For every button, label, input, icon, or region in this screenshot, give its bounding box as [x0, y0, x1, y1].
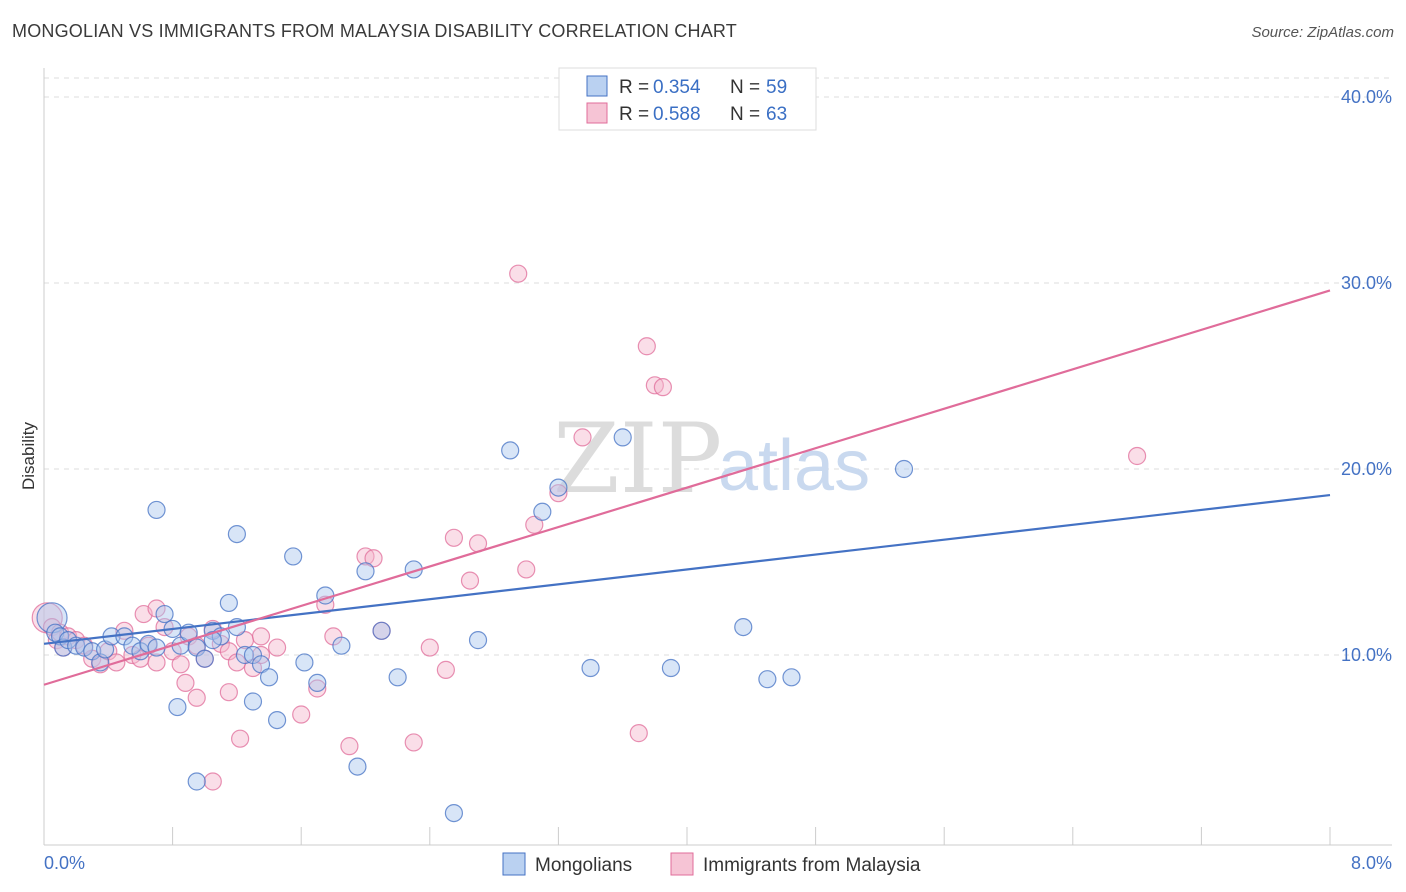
data-point: [1127, 446, 1147, 466]
data-point: [364, 549, 383, 568]
data-point: [661, 658, 681, 678]
data-point: [267, 638, 287, 657]
data-point: [782, 668, 801, 687]
y-tick-label: 40.0%: [1341, 87, 1392, 107]
y-tick-labels: 10.0% 20.0% 30.0% 40.0%: [1341, 87, 1392, 665]
data-point: [637, 337, 656, 356]
data-point: [243, 692, 263, 711]
data-point: [292, 705, 311, 724]
points-immigrants-from-malaysia: [31, 264, 1147, 791]
legend-r-label-2: R =: [619, 104, 649, 125]
bottom-legend-label-mongolians: Mongolians: [535, 855, 632, 876]
data-point: [267, 710, 287, 730]
data-point: [187, 688, 206, 707]
data-point: [533, 502, 552, 521]
data-point: [203, 772, 222, 791]
data-point: [613, 428, 632, 447]
data-point: [231, 729, 250, 748]
chart-title: MONGOLIAN VS IMMIGRANTS FROM MALAYSIA DI…: [12, 21, 737, 41]
data-point: [259, 668, 279, 687]
x-tick-labels: 0.0% 8.0%: [44, 853, 1392, 873]
legend-n-label-2: N =: [730, 104, 760, 125]
watermark: ZIP atlas: [553, 403, 870, 515]
data-point: [227, 524, 246, 544]
grid-lines: [44, 77, 1392, 656]
watermark-zip: ZIP: [553, 403, 722, 515]
data-point: [573, 428, 592, 447]
data-point: [251, 655, 271, 674]
data-point: [295, 653, 314, 672]
data-point: [176, 673, 195, 693]
data-point: [308, 679, 327, 698]
data-point: [549, 478, 568, 497]
legend-top: R = 0.354 N = 59 R = 0.588 N = 63: [558, 67, 817, 131]
data-point: [420, 638, 439, 657]
data-point: [203, 631, 222, 650]
data-point: [356, 562, 375, 581]
data-point: [894, 459, 914, 479]
data-point: [171, 655, 190, 674]
data-point: [653, 378, 672, 397]
legend-swatch-mongolians: [586, 75, 608, 97]
trend-lines: [43, 289, 1331, 686]
data-point: [372, 621, 391, 640]
data-point: [436, 660, 455, 679]
data-point: [155, 604, 174, 624]
x-tick-label-max: 8.0%: [1351, 853, 1392, 873]
data-point: [147, 653, 166, 672]
data-point: [460, 571, 480, 590]
bottom-legend-swatch-mongolians: [502, 852, 526, 876]
y-tick-label: 30.0%: [1341, 273, 1392, 293]
data-point: [517, 560, 536, 579]
legend-bottom: Mongolians Immigrants from Malaysia: [502, 852, 921, 876]
data-point: [404, 733, 423, 752]
data-point: [219, 683, 238, 702]
legend-r-value-2: 0.588: [653, 104, 701, 125]
trend-line-immigrants: [43, 289, 1331, 686]
bottom-legend-swatch-immigrants: [670, 852, 694, 876]
data-point: [168, 697, 187, 717]
data-point: [187, 772, 206, 791]
y-tick-label: 10.0%: [1341, 645, 1392, 665]
legend-n-value-2: 63: [766, 104, 787, 125]
data-point: [251, 627, 271, 646]
data-point: [468, 631, 488, 650]
data-point: [147, 500, 166, 520]
y-tick-label: 20.0%: [1341, 459, 1392, 479]
data-point: [581, 658, 600, 678]
data-point: [340, 737, 359, 756]
source-label: Source: ZipAtlas.com: [1251, 24, 1394, 41]
data-point: [332, 636, 351, 655]
axes: [43, 68, 1392, 846]
legend-n-label-1: N =: [730, 77, 760, 98]
legend-n-value-1: 59: [766, 77, 787, 98]
data-point: [629, 724, 648, 743]
x-tick-label-min: 0.0%: [44, 853, 85, 873]
legend-r-label-1: R =: [619, 77, 649, 98]
data-point: [308, 673, 327, 693]
data-point: [195, 649, 214, 668]
data-point: [549, 484, 568, 503]
y-axis-label: Disability: [19, 421, 38, 490]
data-point: [758, 670, 777, 689]
data-point: [509, 264, 528, 283]
legend-r-value-1: 0.354: [653, 77, 701, 98]
data-point: [444, 528, 464, 547]
data-point: [444, 803, 464, 823]
data-point: [734, 617, 753, 637]
data-point: [284, 547, 303, 566]
legend-swatch-immigrants: [586, 102, 608, 124]
data-point: [388, 668, 407, 687]
data-point: [501, 441, 520, 460]
bottom-legend-label-immigrants: Immigrants from Malaysia: [703, 855, 921, 876]
data-point: [219, 593, 238, 613]
data-point: [348, 757, 367, 776]
trend-line-mongolians: [43, 493, 1331, 645]
